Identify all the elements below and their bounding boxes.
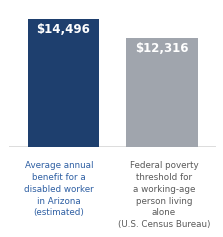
Text: $12,316: $12,316 bbox=[135, 42, 189, 55]
Text: Average annual
benefit for a
disabled worker
in Arizona
(estimated): Average annual benefit for a disabled wo… bbox=[24, 161, 94, 217]
Text: Federal poverty
threshold for
a working-age
person living
alone
(U.S. Census Bur: Federal poverty threshold for a working-… bbox=[118, 161, 210, 229]
Bar bbox=[126, 38, 198, 147]
Text: $14,496: $14,496 bbox=[36, 23, 90, 36]
Bar bbox=[28, 19, 99, 147]
